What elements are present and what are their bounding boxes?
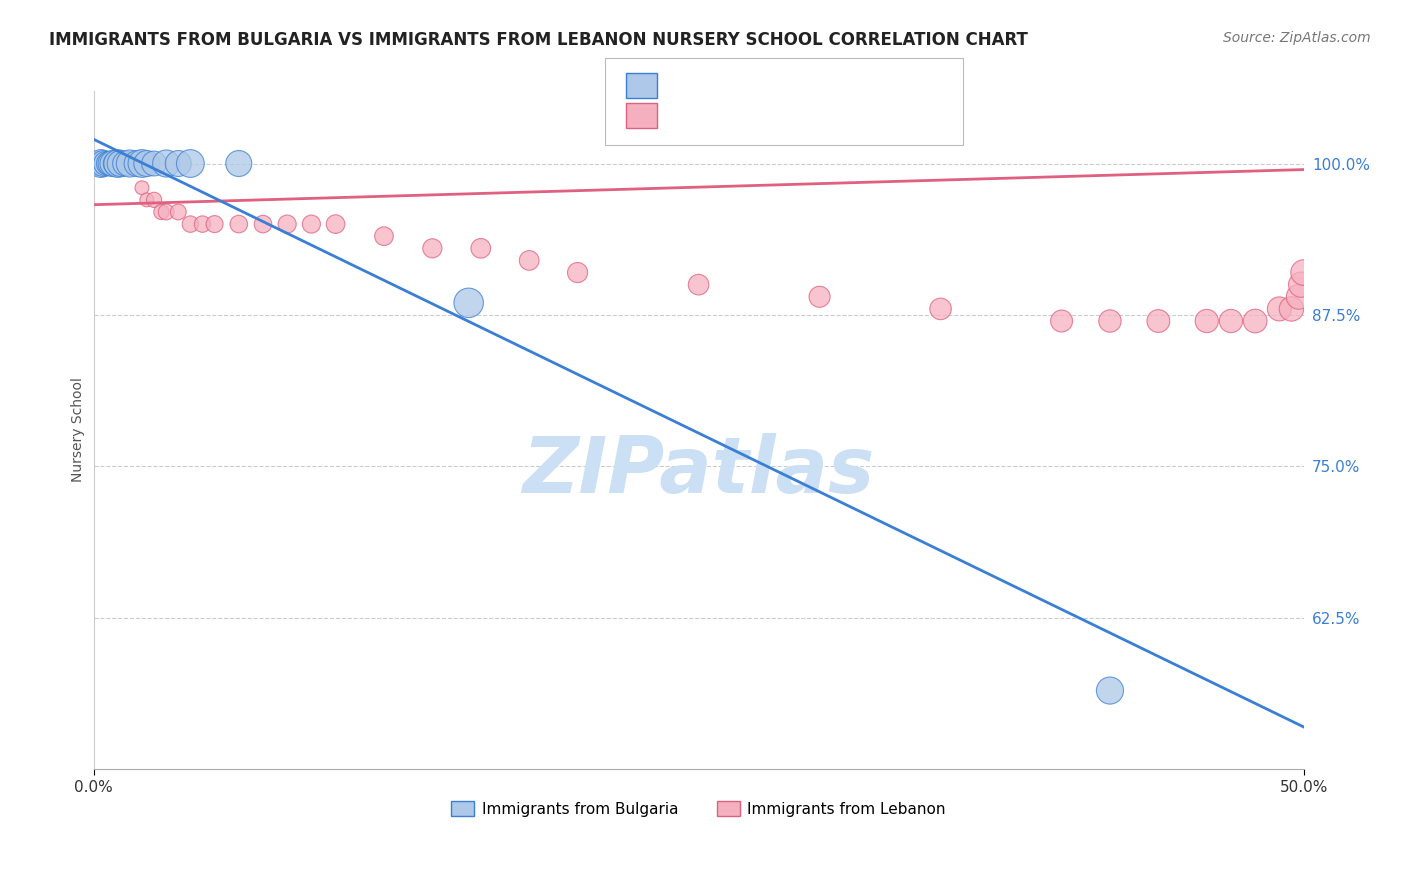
Text: 22: 22 (839, 78, 863, 96)
Point (929, 301, 952, 316)
Point (143, 156, 166, 170)
Text: ZIPatlas: ZIPatlas (523, 433, 875, 508)
Point (101, 156, 124, 170)
Point (114, 156, 136, 170)
Point (108, 156, 131, 170)
Point (101, 156, 124, 170)
Point (1244, 314, 1267, 328)
Point (107, 156, 129, 170)
Point (457, 296, 479, 310)
Point (276, 217, 298, 231)
Point (808, 290, 831, 304)
Point (84, 156, 107, 170)
Point (1220, 314, 1243, 328)
Point (325, 217, 347, 231)
Point (167, 205, 190, 219)
Point (1268, 301, 1291, 316)
Point (228, 156, 250, 170)
Point (422, 241, 444, 255)
Point (107, 156, 129, 170)
Point (1098, 314, 1121, 328)
Point (517, 253, 540, 268)
Point (204, 217, 226, 231)
Point (100, 156, 122, 170)
Point (117, 156, 139, 170)
Point (470, 241, 492, 255)
Point (150, 205, 173, 219)
Point (118, 156, 141, 170)
Y-axis label: Nursery School: Nursery School (72, 377, 86, 483)
Text: R =: R = (668, 78, 704, 96)
Text: N =: N = (799, 78, 835, 96)
Text: N =: N = (799, 109, 835, 127)
Point (90, 156, 112, 170)
Legend: Immigrants from Bulgaria, Immigrants from Lebanon: Immigrants from Bulgaria, Immigrants fro… (446, 795, 952, 822)
Point (373, 229, 395, 244)
Point (191, 217, 214, 231)
Text: 51: 51 (839, 109, 862, 127)
Point (299, 217, 322, 231)
Point (135, 193, 157, 207)
Point (90, 156, 112, 170)
Point (155, 156, 177, 170)
Point (100, 156, 122, 170)
Point (228, 217, 250, 231)
Point (131, 180, 153, 194)
Point (1292, 266, 1315, 280)
Point (127, 156, 149, 170)
Point (1098, 683, 1121, 698)
Point (252, 217, 274, 231)
Point (91, 156, 114, 170)
Point (87, 156, 110, 170)
Point (1281, 301, 1303, 316)
Point (124, 156, 146, 170)
Point (121, 156, 143, 170)
Point (1289, 277, 1312, 292)
Point (104, 156, 127, 170)
Point (87, 156, 110, 170)
Point (91, 156, 114, 170)
Point (94, 156, 117, 170)
Point (1288, 290, 1310, 304)
Point (114, 156, 136, 170)
Point (135, 156, 157, 170)
Text: 0.226: 0.226 (707, 109, 766, 127)
Point (155, 205, 177, 219)
Point (567, 266, 589, 280)
Point (104, 156, 127, 170)
Text: R =: R = (668, 109, 704, 127)
Point (131, 156, 153, 170)
Point (97, 156, 120, 170)
Point (143, 193, 166, 207)
Point (1050, 314, 1073, 328)
Text: -0.951: -0.951 (707, 78, 766, 96)
Point (688, 277, 710, 292)
Point (179, 217, 201, 231)
Point (97, 156, 120, 170)
Point (1147, 314, 1170, 328)
Point (108, 156, 131, 170)
Point (118, 156, 141, 170)
Text: Source: ZipAtlas.com: Source: ZipAtlas.com (1223, 31, 1371, 45)
Point (94, 156, 117, 170)
Point (179, 156, 201, 170)
Text: IMMIGRANTS FROM BULGARIA VS IMMIGRANTS FROM LEBANON NURSERY SCHOOL CORRELATION C: IMMIGRANTS FROM BULGARIA VS IMMIGRANTS F… (49, 31, 1028, 49)
Point (111, 156, 134, 170)
Point (167, 156, 190, 170)
Point (127, 156, 149, 170)
Point (1195, 314, 1218, 328)
